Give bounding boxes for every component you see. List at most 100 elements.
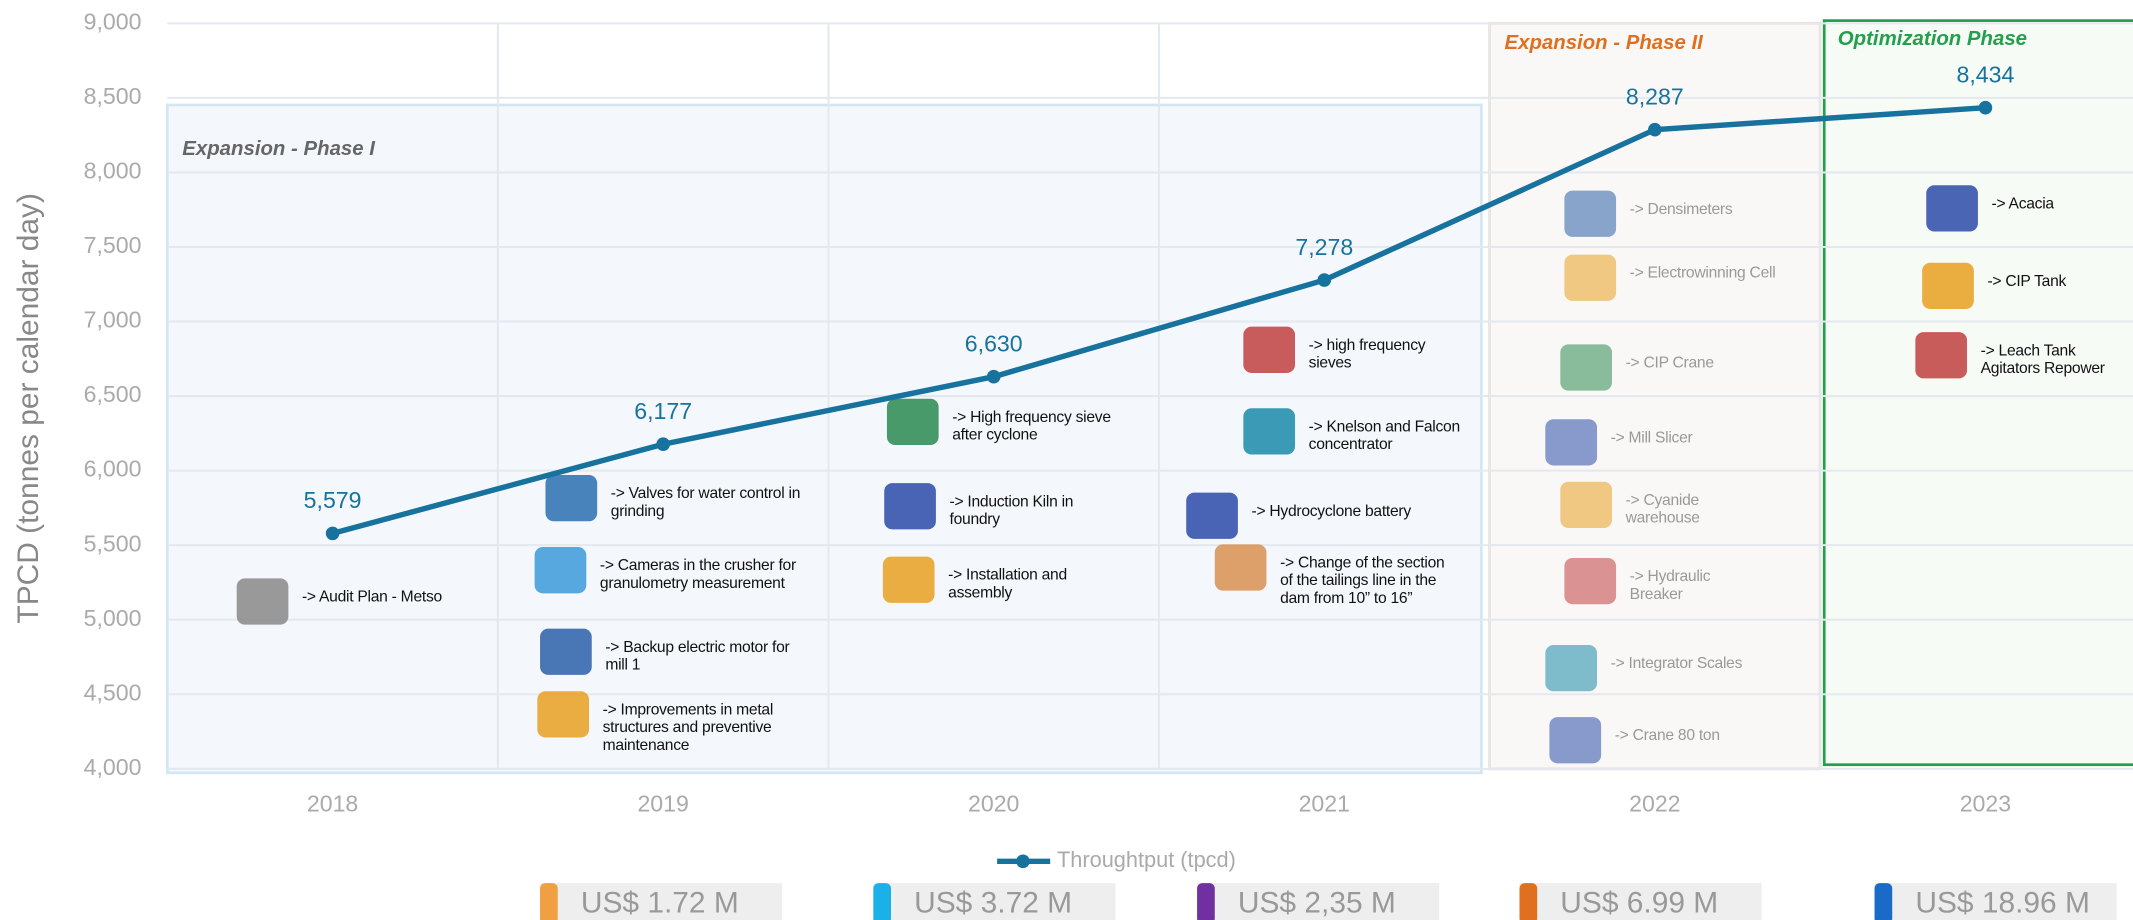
item-box: -> Cameras in the crusher for granulomet… [599, 557, 796, 592]
cost-tab [1874, 883, 1893, 920]
item-text: -> High frequency sieve after cyclone [952, 409, 1111, 444]
legend-marker [1016, 854, 1030, 869]
item-box: -> High frequency sieve after cyclone [952, 409, 1111, 444]
cost-label: US$ 3.72 M [914, 887, 1072, 920]
icon [884, 483, 936, 530]
cost-label: US$ 6.99 M [1560, 887, 1718, 920]
cost-label: US$ 1.72 M [581, 887, 739, 920]
item-text: -> high frequency sieves [1308, 337, 1426, 372]
item-text: -> Installation and assembly [948, 567, 1067, 602]
item-box: -> Integrator Scales [1610, 655, 1743, 673]
item-text: -> Integrator Scales [1610, 655, 1743, 673]
item-box: -> Leach Tank Agitators Repower [1980, 343, 2105, 378]
series-line [331, 105, 1986, 537]
icon [1549, 717, 1602, 764]
icon [1564, 557, 1617, 605]
item-box: -> Valves for water control in grinding [610, 485, 801, 520]
icon [1922, 262, 1974, 310]
data-label: 5,579 [304, 487, 362, 513]
cost-tab [1519, 883, 1538, 920]
x-tick-label: 2019 [637, 791, 688, 817]
icon [1926, 185, 1978, 232]
cost-box [540, 883, 783, 920]
x-tick-label: 2018 [307, 791, 358, 817]
item-box: -> Hydrocyclone battery [1251, 503, 1412, 520]
icon [236, 578, 289, 625]
item-text: -> Mill Slicer [1610, 430, 1693, 447]
y-tick-label: 7,500 [84, 232, 142, 258]
icon [534, 547, 587, 594]
item-text: -> Audit Plan - Metso [301, 589, 442, 606]
cost-box [1197, 883, 1440, 920]
item-box: -> Crane 80 ton [1615, 728, 1720, 744]
cost-box [1519, 883, 1762, 920]
phase-title: Expansion - Phase I [182, 138, 376, 160]
x-tick-label: 2021 [1299, 791, 1350, 817]
y-tick-label: 7,000 [84, 307, 142, 333]
cost-label: US$ 18.96 M [1915, 887, 2090, 920]
icon [1243, 326, 1296, 373]
data-point [1978, 100, 1993, 115]
phase-box [1822, 19, 2133, 767]
item-text: -> Acacia [1991, 196, 2055, 213]
y-tick-label: 5,000 [84, 605, 142, 631]
y-tick-label: 5,500 [84, 530, 142, 556]
item-box: -> CIP Crane [1625, 355, 1714, 372]
icon [1545, 645, 1598, 692]
item-box: -> Hydraulic Breaker [1630, 569, 1711, 603]
icon [882, 556, 935, 603]
grid [167, 22, 2133, 770]
icon [1564, 190, 1617, 237]
item-box: -> Knelson and Falcon concentrator [1308, 419, 1461, 454]
icon [1186, 492, 1238, 539]
item-box: -> Acacia [1991, 196, 2055, 213]
y-tick-label: 4,500 [84, 679, 142, 705]
y-axis-title: TPCD (tonnes per calendar day) [12, 193, 45, 624]
item-text: -> Knelson and Falcon concentrator [1308, 419, 1461, 454]
item-text: -> Induction Kiln in foundry [949, 494, 1074, 529]
item-box: -> Installation and assembly [948, 567, 1067, 602]
cost-box [1874, 883, 2117, 920]
icon [1214, 544, 1267, 591]
item-text: -> Electrowinning Cell [1629, 265, 1776, 282]
icon [545, 474, 598, 522]
y-tick-label: 9,000 [84, 8, 142, 34]
data-point [1317, 273, 1332, 287]
icon [1545, 419, 1598, 466]
item-text: -> CIP Tank [1987, 273, 2067, 290]
legend-label: Throughtput (tpcd) [1057, 847, 1236, 872]
item-text: -> Cyanide warehouse [1625, 492, 1700, 527]
item-box: -> Backup electric motor for mill 1 [605, 639, 790, 674]
item-box: -> Induction Kiln in foundry [949, 494, 1074, 529]
y-tick-label: 6,000 [84, 456, 142, 482]
item-text: -> CIP Crane [1625, 355, 1714, 372]
data-point [986, 369, 1001, 384]
item-box: -> Mill Slicer [1610, 430, 1693, 447]
item-text: -> Hydrocyclone battery [1251, 503, 1412, 520]
item-text: -> Backup electric motor for mill 1 [605, 639, 790, 674]
data-point [656, 437, 670, 452]
item-text: -> Cameras in the crusher for granulomet… [599, 557, 796, 592]
icon [1560, 481, 1612, 529]
x-tick-label: 2022 [1629, 791, 1680, 817]
item-text: -> Densimeters [1629, 201, 1733, 218]
item-box: -> Electrowinning Cell [1629, 265, 1776, 282]
item-text: -> Valves for water control in grinding [610, 485, 801, 520]
data-label: 8,434 [1956, 62, 2014, 88]
cost-box [873, 883, 1116, 920]
icon [1560, 344, 1612, 391]
data-point [325, 526, 340, 541]
y-tick-label: 8,000 [84, 158, 142, 184]
item-text: -> Leach Tank Agitators Repower [1980, 343, 2105, 378]
data-label: 8,287 [1626, 83, 1684, 109]
cost-tab [540, 883, 558, 920]
item-box: -> Change of the section of the tailings… [1280, 555, 1445, 607]
phase-title: Optimization Phase [1838, 28, 2027, 50]
item-text: -> Improvements in metal structures and … [602, 702, 774, 754]
y-tick-label: 8,500 [84, 83, 142, 109]
item-text: -> Change of the section of the tailings… [1280, 555, 1445, 607]
item-box: -> Cyanide warehouse [1625, 492, 1700, 527]
y-tick-label: 6,500 [84, 381, 142, 407]
data-label: 7,278 [1295, 234, 1353, 260]
